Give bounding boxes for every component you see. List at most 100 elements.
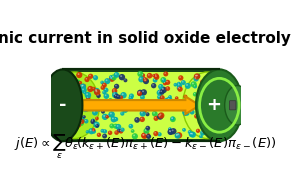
Circle shape xyxy=(159,85,161,87)
Circle shape xyxy=(75,127,76,128)
Text: Ionic current in solid oxide electrolyte: Ionic current in solid oxide electrolyte xyxy=(0,31,291,46)
Circle shape xyxy=(83,91,86,94)
Circle shape xyxy=(199,134,203,138)
Circle shape xyxy=(178,83,179,84)
Circle shape xyxy=(118,129,119,131)
Circle shape xyxy=(155,74,157,76)
Circle shape xyxy=(176,132,182,139)
Circle shape xyxy=(186,84,188,86)
Circle shape xyxy=(138,92,140,94)
Circle shape xyxy=(199,87,205,92)
Circle shape xyxy=(147,73,152,79)
Circle shape xyxy=(115,131,117,133)
Circle shape xyxy=(202,115,204,117)
Circle shape xyxy=(171,118,173,119)
Circle shape xyxy=(194,76,199,82)
Circle shape xyxy=(164,72,166,74)
Circle shape xyxy=(153,78,157,83)
Circle shape xyxy=(73,100,78,104)
Circle shape xyxy=(204,103,209,108)
Circle shape xyxy=(120,96,121,97)
Circle shape xyxy=(141,96,143,97)
Circle shape xyxy=(86,131,87,132)
Circle shape xyxy=(81,85,83,87)
Circle shape xyxy=(116,94,121,99)
Circle shape xyxy=(137,91,142,96)
Circle shape xyxy=(70,99,75,105)
Circle shape xyxy=(82,88,84,90)
Circle shape xyxy=(142,74,143,75)
Circle shape xyxy=(169,131,171,132)
Text: $j(E) \propto \sum_{\varepsilon} \theta_{\varepsilon}\!\left(k_{\varepsilon+}(E): $j(E) \propto \sum_{\varepsilon} \theta_… xyxy=(14,132,277,161)
Circle shape xyxy=(101,108,105,113)
Circle shape xyxy=(166,97,173,103)
Circle shape xyxy=(141,118,142,119)
Circle shape xyxy=(80,122,82,123)
Circle shape xyxy=(94,89,100,95)
Circle shape xyxy=(154,73,159,78)
Circle shape xyxy=(93,111,95,113)
Circle shape xyxy=(113,89,115,91)
Circle shape xyxy=(207,97,211,101)
Circle shape xyxy=(113,93,115,95)
Circle shape xyxy=(84,119,88,123)
Circle shape xyxy=(105,94,107,96)
Circle shape xyxy=(176,134,178,136)
Circle shape xyxy=(97,133,101,137)
Circle shape xyxy=(160,95,165,100)
Circle shape xyxy=(161,96,162,98)
Circle shape xyxy=(113,124,118,129)
Circle shape xyxy=(169,96,170,97)
Circle shape xyxy=(71,112,72,113)
Circle shape xyxy=(137,90,143,96)
Circle shape xyxy=(123,78,127,82)
Circle shape xyxy=(170,128,177,134)
Circle shape xyxy=(154,79,155,80)
Circle shape xyxy=(81,84,86,89)
Circle shape xyxy=(201,81,203,82)
Circle shape xyxy=(178,84,180,85)
Circle shape xyxy=(92,87,96,91)
Circle shape xyxy=(107,114,111,117)
Circle shape xyxy=(121,128,123,130)
Circle shape xyxy=(79,95,80,97)
Circle shape xyxy=(205,104,207,105)
Circle shape xyxy=(176,97,177,98)
Circle shape xyxy=(201,131,203,133)
Circle shape xyxy=(195,115,196,116)
Circle shape xyxy=(82,106,88,112)
Circle shape xyxy=(93,129,94,130)
Circle shape xyxy=(158,91,159,93)
Circle shape xyxy=(177,133,179,135)
Circle shape xyxy=(114,94,119,99)
Circle shape xyxy=(120,92,127,98)
Circle shape xyxy=(191,133,193,135)
Circle shape xyxy=(184,111,185,112)
Circle shape xyxy=(96,125,97,126)
Circle shape xyxy=(115,73,117,75)
Circle shape xyxy=(181,80,186,85)
Circle shape xyxy=(119,107,120,109)
Circle shape xyxy=(178,75,183,81)
Circle shape xyxy=(184,111,189,116)
Circle shape xyxy=(180,99,186,106)
Circle shape xyxy=(117,129,121,132)
Circle shape xyxy=(139,117,145,122)
Circle shape xyxy=(157,90,162,96)
Circle shape xyxy=(109,75,113,79)
Circle shape xyxy=(84,77,90,82)
Circle shape xyxy=(76,81,78,83)
Circle shape xyxy=(97,94,99,96)
Circle shape xyxy=(78,94,82,99)
Circle shape xyxy=(165,99,167,101)
Circle shape xyxy=(102,86,103,88)
Circle shape xyxy=(157,102,158,103)
Circle shape xyxy=(115,95,116,96)
Circle shape xyxy=(90,129,92,131)
Circle shape xyxy=(183,112,187,116)
Circle shape xyxy=(128,103,131,107)
Circle shape xyxy=(157,98,162,103)
Circle shape xyxy=(120,75,122,77)
Circle shape xyxy=(197,102,203,108)
Circle shape xyxy=(139,91,140,93)
